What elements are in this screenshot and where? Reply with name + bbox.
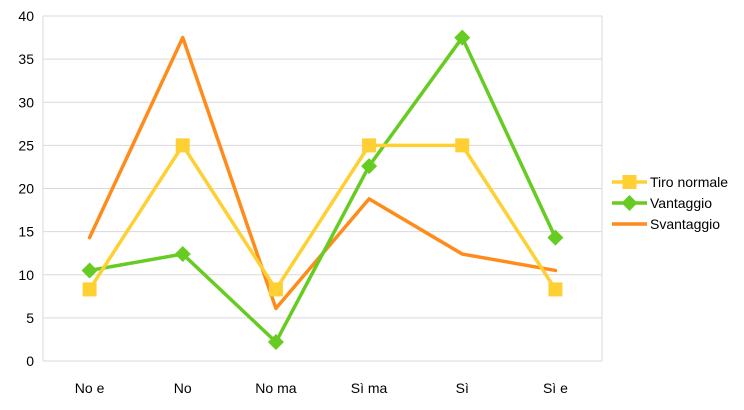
series-line-tiro-normale	[87, 143, 558, 292]
x-tick-label: Sì ma	[351, 380, 388, 396]
x-tick-label: No ma	[255, 380, 296, 396]
legend-marker	[621, 195, 638, 211]
legend-label: Vantaggio	[650, 195, 712, 211]
x-tick-label: No e	[75, 380, 105, 396]
series-lines	[87, 35, 558, 344]
legend: Tiro normale Vantaggio Svantaggio	[612, 174, 728, 232]
x-tick-label: Sì	[456, 380, 469, 396]
legend-label: Svantaggio	[650, 216, 720, 232]
legend-label: Tiro normale	[650, 174, 728, 190]
data-point-vantaggio	[547, 229, 564, 246]
y-tick-label: 10	[18, 267, 34, 283]
legend-marker	[622, 175, 637, 189]
data-point-vantaggio	[361, 158, 378, 175]
series-line-vantaggio	[87, 35, 558, 344]
data-point-tiro-normale	[455, 138, 470, 153]
data-point-tiro-normale	[82, 282, 97, 297]
data-point-vantaggio	[267, 334, 284, 351]
y-tick-label: 40	[18, 8, 34, 24]
y-tick-label: 25	[18, 137, 34, 153]
data-point-tiro-normale	[175, 138, 190, 153]
y-tick-label: 5	[26, 310, 34, 326]
x-tick-label: No	[174, 380, 192, 396]
axes: 0 5 10 15 20 25 30 35 40 No e No No ma Sì ma Sì Sì e	[18, 8, 602, 396]
series-markers	[81, 29, 564, 351]
data-point-tiro-normale	[548, 282, 563, 297]
data-point-vantaggio	[454, 29, 471, 46]
y-tick-label: 0	[26, 353, 34, 369]
x-tick-label: Sì e	[543, 380, 568, 396]
gridlines	[43, 15, 603, 361]
y-tick-label: 20	[18, 181, 34, 197]
y-tick-label: 35	[18, 51, 34, 67]
y-tick-label: 15	[18, 224, 34, 240]
data-point-vantaggio	[174, 246, 191, 263]
data-point-tiro-normale	[362, 138, 377, 153]
data-point-tiro-normale	[268, 282, 283, 297]
series-line-svantaggio	[87, 35, 558, 311]
data-point-vantaggio	[81, 262, 98, 279]
y-tick-label: 30	[18, 94, 34, 110]
